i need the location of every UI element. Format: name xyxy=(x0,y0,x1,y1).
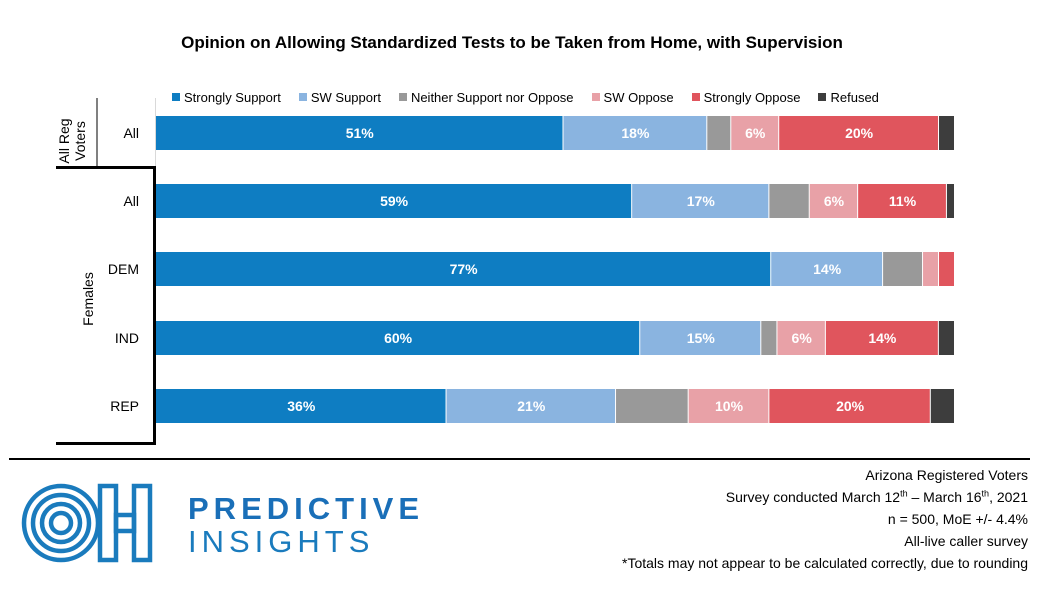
data-label: 17% xyxy=(687,193,716,209)
chart-legend: Strongly Support SW Support Neither Suppor… xyxy=(172,88,897,106)
category-label: DEM xyxy=(108,261,139,277)
legend-swatch xyxy=(591,93,600,101)
bar-segment xyxy=(156,321,640,355)
data-label: 59% xyxy=(380,193,409,209)
group-label-females: Females xyxy=(80,272,96,326)
data-label: 51% xyxy=(346,125,375,141)
footnote-sample: n = 500, MoE +/- 4.4% xyxy=(887,511,1028,527)
data-label: 21% xyxy=(517,398,546,414)
bar-segment xyxy=(731,116,779,150)
legend-label: SW Oppose xyxy=(603,89,674,105)
bar-segment xyxy=(688,389,769,423)
legend-label: Strongly Oppose xyxy=(703,89,801,105)
category-label: IND xyxy=(115,330,139,346)
bar-segment xyxy=(769,184,809,218)
data-label: 6% xyxy=(792,330,813,346)
legend-label: Refused xyxy=(830,89,879,105)
category-label: REP xyxy=(110,398,139,414)
bar-segment xyxy=(930,389,954,423)
data-label: 14% xyxy=(813,261,842,277)
data-label: 11% xyxy=(889,193,917,209)
footnote-population: Arizona Registered Voters xyxy=(865,467,1028,483)
oh-logo-icon xyxy=(21,483,153,563)
brand-line1: PREDICTIVE xyxy=(188,491,425,526)
bar-segment xyxy=(640,321,761,355)
bar-segment xyxy=(939,116,954,150)
bar-segment xyxy=(939,252,954,286)
category-label: All xyxy=(123,125,139,141)
legend-item: Strongly Support xyxy=(172,90,281,105)
footnotes: Arizona Registered Voters Survey conduct… xyxy=(622,464,1028,574)
bar-segment xyxy=(769,389,930,423)
category-label: All xyxy=(123,193,139,209)
legend-label: Neither Support nor Oppose xyxy=(410,89,574,105)
legend-swatch xyxy=(398,93,407,101)
bar-segment xyxy=(777,321,825,355)
footnote-dates: Survey conducted March 12th – March 16th… xyxy=(725,488,1028,505)
bar-segment xyxy=(446,389,616,423)
data-label: 60% xyxy=(384,330,413,346)
data-label: 77% xyxy=(450,261,479,277)
bar-segment xyxy=(809,184,858,218)
bar-segment xyxy=(616,389,688,423)
bar-segment xyxy=(632,184,769,218)
group-bracket-females xyxy=(56,166,156,445)
bar-segment xyxy=(761,321,777,355)
data-label: 20% xyxy=(845,125,874,141)
bar-segment xyxy=(156,389,446,423)
legend-swatch xyxy=(691,93,700,101)
legend-swatch xyxy=(298,93,307,101)
bar-segment xyxy=(938,321,954,355)
data-label: 36% xyxy=(287,398,316,414)
legend-swatch xyxy=(818,93,827,101)
bar-segment xyxy=(825,321,938,355)
footnote-method: All-live caller survey xyxy=(904,533,1028,549)
bar-segment xyxy=(563,116,707,150)
bar-segment xyxy=(156,252,771,286)
legend-item: SW Oppose xyxy=(591,89,674,105)
group-label-all-reg-line1: All Reg xyxy=(56,118,72,164)
data-label: 6% xyxy=(824,193,845,209)
data-label: 10% xyxy=(715,398,744,414)
bar-segment xyxy=(707,116,731,150)
legend-label: Strongly Support xyxy=(184,89,281,105)
footer-divider xyxy=(9,458,1030,460)
legend-item: SW Support xyxy=(298,89,381,105)
group-label-all-reg-voters: All Reg Voters xyxy=(56,116,88,166)
data-label: 14% xyxy=(868,330,897,346)
legend-item: Refused xyxy=(818,89,879,105)
data-label: 6% xyxy=(745,125,766,141)
data-label: 20% xyxy=(836,398,865,414)
legend-item: Strongly Oppose xyxy=(691,89,801,105)
brand-name: PREDICTIVE INSIGHTS xyxy=(188,492,424,558)
legend-item: Neither Support nor Oppose xyxy=(398,89,574,105)
bar-segment xyxy=(858,184,946,218)
bar-segment xyxy=(883,252,923,286)
data-label: 18% xyxy=(621,125,650,141)
brand-line2: INSIGHTS xyxy=(188,524,375,559)
bar-segment xyxy=(156,184,632,218)
chart-plot: All 51% 18% 6% 20% All 59% 17% 6% 11% DEM 77% 14% IND… xyxy=(56,98,954,445)
bar-segment xyxy=(779,116,939,150)
legend-swatch xyxy=(172,93,180,101)
legend-label: SW Support xyxy=(310,89,381,105)
chart-title: Opinion on Allowing Standardized Tests t… xyxy=(181,33,843,52)
data-label: 15% xyxy=(687,330,716,346)
group-label-all-reg-line2: Voters xyxy=(72,121,88,161)
bar-segment xyxy=(923,252,939,286)
bar-segment xyxy=(156,116,563,150)
bar-segment xyxy=(771,252,883,286)
bar-segment xyxy=(946,184,954,218)
footnote-rounding: *Totals may not appear to be calculated … xyxy=(622,555,1028,571)
